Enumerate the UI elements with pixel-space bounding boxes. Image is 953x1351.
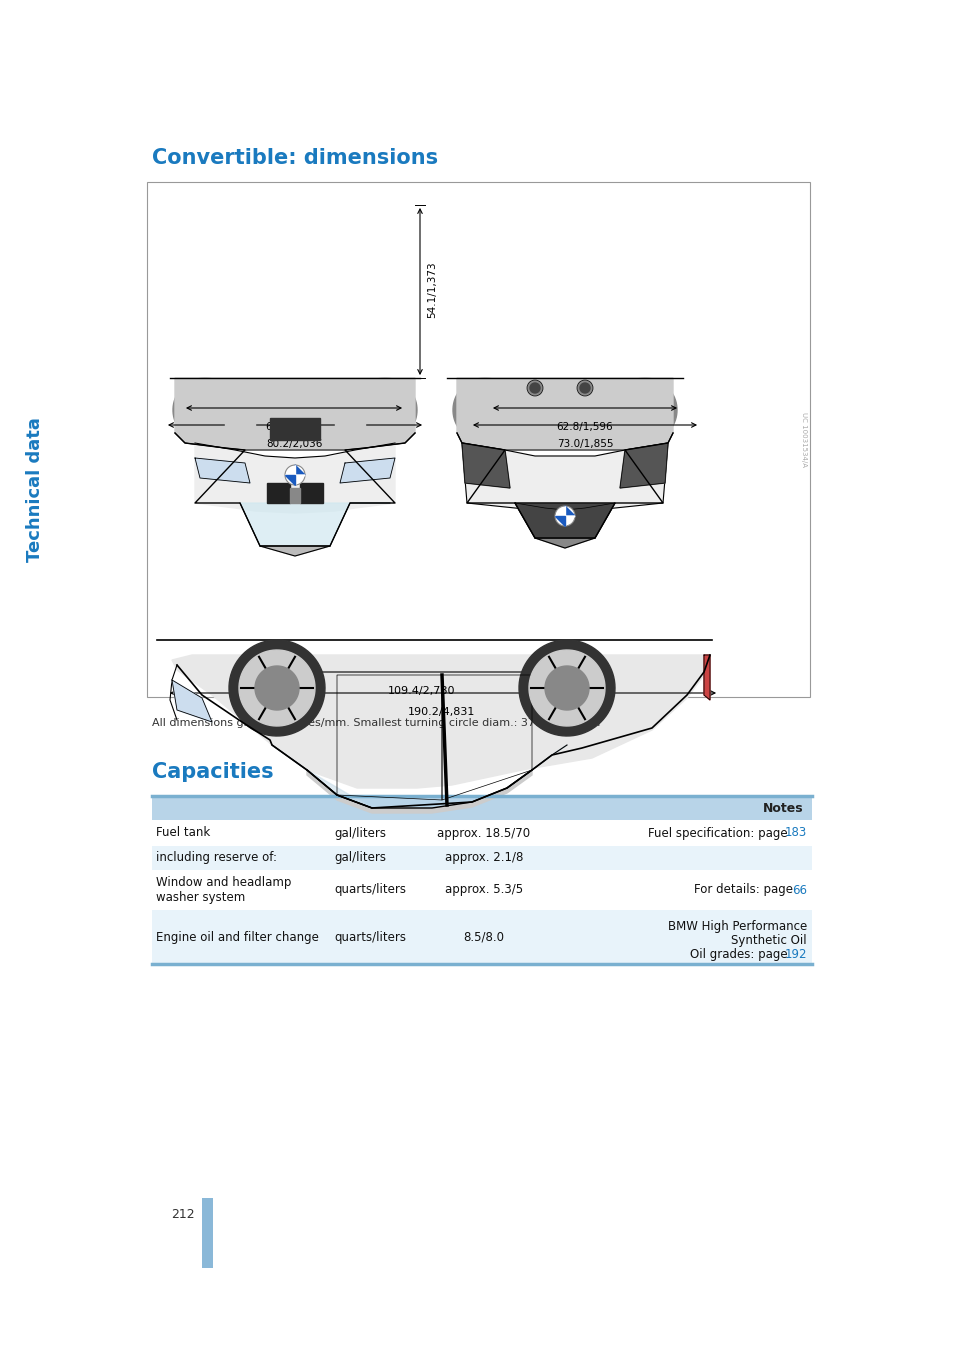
Text: 109.4/2,780: 109.4/2,780 [388,686,456,696]
Text: 212: 212 [172,1208,194,1221]
Text: 54.1/1,373: 54.1/1,373 [427,262,436,319]
Polygon shape [285,465,294,476]
Polygon shape [294,465,305,476]
Polygon shape [285,476,294,485]
Bar [152,911,811,965]
Text: washer system: washer system [156,892,245,904]
Bar [152,796,811,820]
Text: Fuel specification: page: Fuel specification: page [647,827,791,839]
Polygon shape [555,507,564,516]
Text: 8.5/8.0: 8.5/8.0 [463,931,504,943]
Polygon shape [225,417,254,436]
Polygon shape [456,378,672,450]
Circle shape [285,465,305,485]
Text: Oil grades: page: Oil grades: page [689,948,791,961]
Polygon shape [515,503,615,538]
Text: Window and headlamp: Window and headlamp [156,875,291,889]
Polygon shape [299,484,323,503]
Circle shape [530,382,539,393]
Polygon shape [619,443,667,488]
Text: 61.3/1,558: 61.3/1,558 [265,422,322,432]
Polygon shape [229,640,325,736]
Polygon shape [460,386,509,434]
Text: All dimensions given in inches/mm. Smallest turning circle diam.: 37.4 ft/11.4 m: All dimensions given in inches/mm. Small… [152,717,599,728]
Polygon shape [254,666,298,711]
Text: 192: 192 [783,948,806,961]
Text: gal/liters: gal/liters [334,851,386,865]
Polygon shape [360,386,409,434]
Bar [147,182,809,697]
Text: approx. 2.1/8: approx. 2.1/8 [444,851,522,865]
Polygon shape [267,484,290,503]
Text: approx. 5.3/5: approx. 5.3/5 [444,884,522,897]
Polygon shape [239,650,314,725]
Polygon shape [353,378,416,442]
Text: approx. 18.5/70: approx. 18.5/70 [437,827,530,839]
Text: Technical data: Technical data [26,417,44,562]
Polygon shape [181,386,229,434]
Circle shape [579,382,589,393]
Text: gal/liters: gal/liters [334,827,386,839]
Bar [202,1198,213,1269]
Polygon shape [290,488,299,503]
Polygon shape [339,458,395,484]
Polygon shape [270,417,319,440]
Polygon shape [544,666,588,711]
Polygon shape [564,516,575,526]
Polygon shape [187,392,223,428]
Polygon shape [272,744,372,808]
Text: 183: 183 [784,827,806,839]
Polygon shape [518,640,615,736]
Polygon shape [529,650,604,725]
Polygon shape [564,507,575,516]
Text: 73.0/1,855: 73.0/1,855 [557,439,613,449]
Circle shape [526,380,542,396]
Polygon shape [172,680,212,721]
Polygon shape [453,378,517,442]
Polygon shape [240,503,390,546]
Circle shape [555,507,575,526]
Text: Convertible: dimensions: Convertible: dimensions [152,149,437,168]
Text: quarts/liters: quarts/liters [334,931,406,943]
Text: Capacities: Capacities [152,762,274,782]
Polygon shape [703,655,709,700]
Polygon shape [626,392,662,428]
Text: 80.2/2,036: 80.2/2,036 [266,439,322,449]
Text: Fuel tank: Fuel tank [156,827,210,839]
Polygon shape [307,770,532,813]
Polygon shape [367,392,402,428]
Polygon shape [461,443,667,511]
Polygon shape [172,378,236,442]
Polygon shape [172,655,709,788]
Polygon shape [294,476,305,485]
Polygon shape [335,417,365,436]
Polygon shape [506,744,566,788]
Text: BMW High Performance: BMW High Performance [667,920,806,934]
Polygon shape [260,546,330,557]
Text: Notes: Notes [762,801,803,815]
Bar [152,820,811,846]
Polygon shape [467,392,502,428]
Text: quarts/liters: quarts/liters [334,884,406,897]
Polygon shape [174,378,415,450]
Polygon shape [194,458,250,484]
Text: UC 10031534/A: UC 10031534/A [801,412,806,467]
Polygon shape [194,443,395,513]
Text: Engine oil and filter change: Engine oil and filter change [156,931,318,943]
Polygon shape [555,516,564,526]
Text: including reserve of:: including reserve of: [156,851,276,865]
Polygon shape [461,443,510,488]
Bar [152,846,811,870]
Bar [152,870,811,911]
Circle shape [577,380,593,396]
Text: 62.8/1,596: 62.8/1,596 [557,422,613,432]
Polygon shape [620,386,668,434]
Text: 66: 66 [791,884,806,897]
Text: Synthetic Oil: Synthetic Oil [731,934,806,947]
Text: 190.2/4,831: 190.2/4,831 [408,707,476,717]
Polygon shape [535,538,595,549]
Polygon shape [613,378,677,442]
Text: For details: page: For details: page [693,884,796,897]
